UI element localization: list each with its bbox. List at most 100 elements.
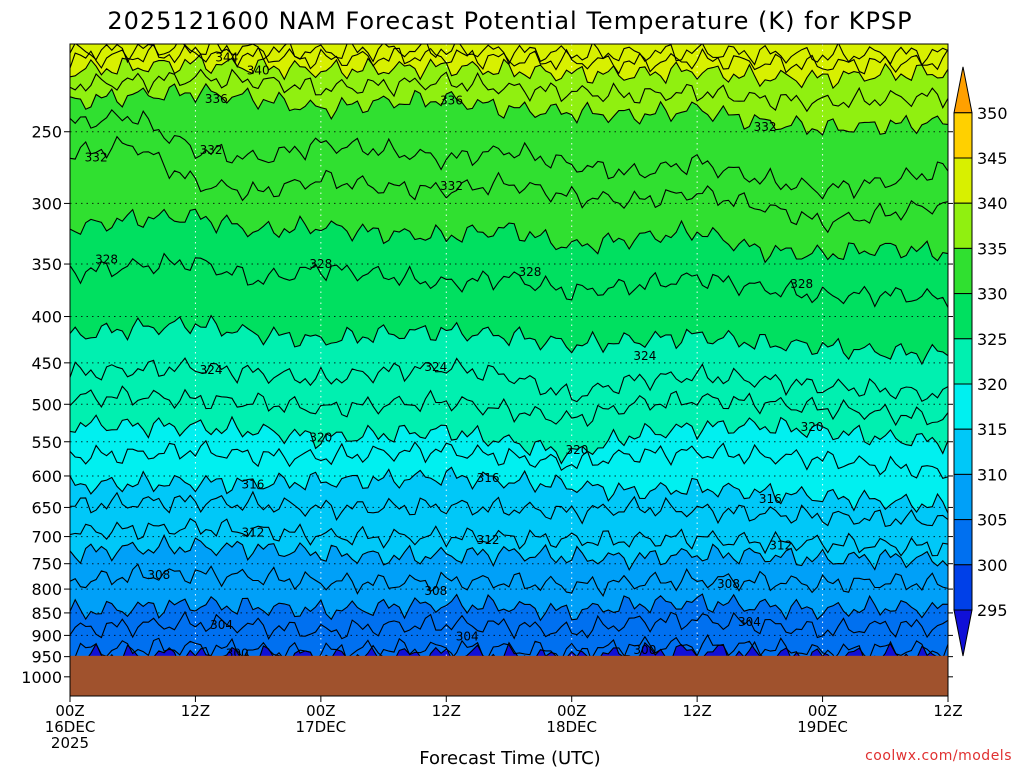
colorbar-label: 315 — [977, 420, 1008, 439]
colorbar-label: 310 — [977, 465, 1008, 484]
contour-320 — [70, 414, 948, 465]
credit-link[interactable]: coolwx.com/models — [865, 748, 1012, 764]
contour-312 — [70, 517, 948, 557]
contour-332 — [70, 135, 948, 234]
contour-label: 324 — [633, 349, 656, 363]
x-tick-label: 12Z — [181, 702, 210, 720]
colorbar-segment — [953, 473, 973, 521]
y-tick-label: 650 — [31, 498, 62, 517]
contour-label: 304 — [738, 615, 761, 629]
x-tick-label: 16DEC — [45, 718, 96, 736]
y-tick-label: 800 — [31, 580, 62, 599]
contour-label: 316 — [241, 477, 264, 491]
contour-344 — [70, 44, 948, 66]
colorbar-segment — [953, 247, 973, 295]
colorbar-segment — [953, 112, 973, 159]
colorbar-segment — [953, 293, 973, 340]
y-tick-label: 450 — [31, 354, 62, 373]
colorbar-segment — [953, 338, 973, 385]
colorbar-label: 305 — [977, 511, 1008, 530]
contour-label: 328 — [95, 253, 118, 267]
contour-label: 324 — [424, 360, 447, 374]
y-tick-label: 950 — [31, 648, 62, 667]
y-tick-label: 300 — [31, 194, 62, 213]
y-tick-label: 550 — [31, 433, 62, 452]
contour-label: 336 — [205, 92, 228, 106]
colorbar-label: 320 — [977, 375, 1008, 394]
x-tick-label: 19DEC — [797, 718, 848, 736]
x-tick-label: 17DEC — [296, 718, 347, 736]
contour-labels: 344 340 336 336 332 332 332 332 328 328 328 328 324 3… — [85, 51, 824, 661]
contour-label: 316 — [759, 492, 782, 506]
x-tick-label: 00Z — [55, 702, 84, 720]
contour-label: 328 — [790, 277, 813, 291]
y-tick-label: 750 — [31, 555, 62, 574]
contour-label: 312 — [769, 538, 792, 552]
x-tick-label: 00Z — [557, 702, 586, 720]
contour-label: 344 — [215, 51, 238, 65]
contour-label: 336 — [440, 94, 463, 108]
plot-frame — [69, 43, 949, 697]
colorbar-label: 335 — [977, 239, 1008, 258]
contour-label: 340 — [247, 64, 270, 78]
contour-label: 324 — [200, 363, 223, 377]
contour-330 — [70, 208, 948, 264]
y-tick-label: 900 — [31, 626, 62, 645]
contour-label: 300 — [633, 643, 656, 657]
contour-label: 332 — [85, 151, 108, 165]
colorbar-label: 340 — [977, 194, 1008, 213]
colorbar-segment — [953, 157, 973, 204]
colorbar: 350 345 340 335 330 325 320 315 310 305 300 295 — [953, 66, 1008, 657]
contour-310 — [70, 533, 948, 572]
x-tick-label: 12Z — [682, 702, 711, 720]
y-tick-label: 400 — [31, 308, 62, 327]
colorbar-segment — [953, 202, 973, 249]
y-tick-label: 350 — [31, 255, 62, 274]
contour-label: 308 — [717, 577, 740, 591]
colorbar-arrow-top — [953, 66, 973, 114]
contour-302 — [70, 633, 948, 665]
contour-304 — [70, 610, 948, 641]
contour-342 — [70, 44, 948, 75]
contour-314 — [70, 490, 948, 528]
chart-title: 2025121600 NAM Forecast Potential Temper… — [107, 7, 912, 35]
contour-label: 320 — [801, 420, 824, 434]
x-tick-label: 18DEC — [546, 718, 597, 736]
x-tick-label: 00Z — [306, 702, 335, 720]
x-tick-label: 2025 — [51, 734, 89, 752]
contour-label: 312 — [477, 533, 500, 547]
contour-label: 328 — [518, 265, 541, 279]
y-tick-label: 250 — [31, 123, 62, 142]
colorbar-label: 330 — [977, 285, 1008, 304]
contour-334 — [70, 109, 948, 200]
contour-326 — [70, 314, 948, 366]
contour-306 — [70, 593, 948, 622]
contour-label: 320 — [309, 430, 332, 444]
contour-label: 304 — [456, 629, 479, 643]
contour-336 — [70, 82, 948, 136]
y-tick-label: 850 — [31, 604, 62, 623]
contour-label: 312 — [241, 526, 264, 540]
colorbar-segment — [953, 564, 973, 611]
colorbar-label: 300 — [977, 556, 1008, 575]
axes: 250 300 350 400 450 500 550 600 650 700 750 800 850 9… — [21, 123, 962, 752]
contour-label: 308 — [424, 584, 447, 598]
x-tick-label: 00Z — [808, 702, 837, 720]
contour-318 — [70, 439, 948, 479]
y-tick-label: 1000 — [21, 668, 62, 687]
contour-label: 328 — [309, 257, 332, 271]
contour-322 — [70, 385, 948, 428]
colorbar-arrow-bottom — [953, 609, 973, 657]
x-tick-label: 12Z — [432, 702, 461, 720]
contour-label: 332 — [754, 120, 777, 134]
colorbar-segment — [953, 519, 973, 566]
colorbar-label: 325 — [977, 330, 1008, 349]
contour-label: 332 — [200, 143, 223, 157]
contour-label: 332 — [440, 179, 463, 193]
contour-316 — [70, 466, 948, 514]
contour-label: 308 — [147, 568, 170, 582]
colorbar-label: 350 — [977, 104, 1008, 123]
contour-324 — [70, 357, 948, 403]
colorbar-segment — [953, 383, 973, 430]
